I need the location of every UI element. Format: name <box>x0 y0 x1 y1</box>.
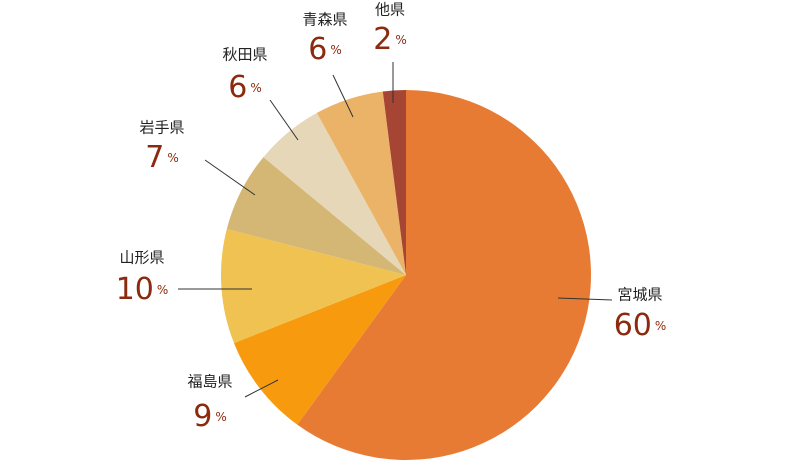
leader-line <box>332 74 354 118</box>
pie-slice <box>226 157 406 275</box>
leader-line <box>204 159 256 196</box>
value-label: 7% <box>145 140 179 175</box>
pie-slice <box>382 90 406 275</box>
slice-label: 他県 <box>375 1 405 19</box>
slice-label: 宮城県 <box>617 286 662 304</box>
value-label: 6% <box>228 70 262 105</box>
value-label: 2% <box>373 22 407 57</box>
value-unit: % <box>167 151 178 165</box>
pie-slice <box>316 91 406 276</box>
leader-line <box>269 99 299 141</box>
value-number: 6 <box>308 32 327 67</box>
value-unit: % <box>330 43 341 57</box>
value-number: 6 <box>228 70 247 105</box>
leader-line <box>557 297 613 301</box>
value-unit: % <box>215 410 226 424</box>
value-label: 9% <box>193 399 227 434</box>
value-label: 60% <box>614 308 667 343</box>
slice-label: 岩手県 <box>139 119 184 137</box>
value-unit: % <box>395 33 406 47</box>
pie-slice <box>297 90 591 460</box>
value-unit: % <box>250 81 261 95</box>
pie-slice <box>220 228 406 344</box>
slice-label: 秋田県 <box>222 46 267 64</box>
slice-label: 山形県 <box>119 249 164 267</box>
value-unit: % <box>157 283 168 297</box>
value-number: 10 <box>116 272 154 307</box>
value-label: 6% <box>308 32 342 67</box>
value-label: 10% <box>116 272 169 307</box>
value-number: 7 <box>145 140 164 175</box>
pie-slice <box>263 112 406 275</box>
value-number: 9 <box>193 399 212 434</box>
slice-label: 福島県 <box>187 373 232 391</box>
leader-line <box>244 379 279 398</box>
pie-slice <box>233 275 406 425</box>
value-number: 2 <box>373 22 392 57</box>
value-number: 60 <box>614 308 652 343</box>
slice-label: 青森県 <box>302 11 347 29</box>
value-unit: % <box>655 319 666 333</box>
